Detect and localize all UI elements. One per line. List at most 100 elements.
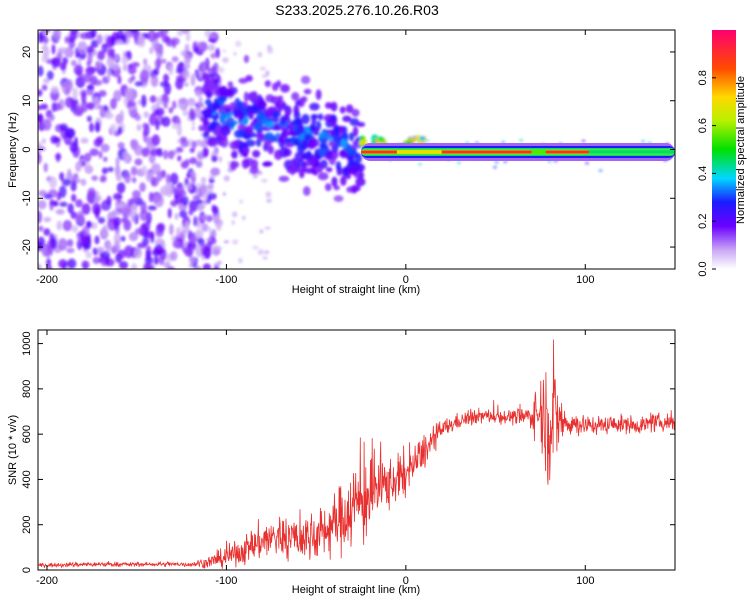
spectrogram-cell [140,94,147,108]
spectrogram-cell [351,108,360,117]
spectrogram-cell [215,221,222,231]
spectrogram-cell [56,192,61,201]
spectrogram-cell [131,62,140,68]
spectrogram-cell [289,166,296,176]
spectrogram-cell [184,158,190,166]
spectrogram-cell [130,139,136,148]
spectrogram-cell [95,61,103,70]
spectrogram-cell [259,229,264,234]
spectrogram-cell [598,169,603,173]
spectrogram-cell [43,193,53,200]
spectrogram-cell [194,46,199,54]
spectrogram-cell [519,138,524,142]
spectrogram-cell [584,161,589,165]
spectrogram-cell [188,255,196,264]
spectrogram-cell [56,220,63,231]
spectrogram-cell [113,232,121,246]
spectrogram-cell [201,60,207,74]
spectrogram-cell [168,64,174,76]
spectrogram-cell [503,160,508,164]
spectrogram-cell [200,176,207,184]
spectrogram-cell [316,164,323,173]
spectrogram-cell [214,47,221,59]
spectrogram-cell [113,89,122,102]
y-tick-label: 200 [21,516,33,534]
spectrogram-cell [214,213,220,220]
spectrogram-cell [346,106,352,114]
spectrogram-cell [38,113,44,125]
x-tick-label: 0 [403,575,409,587]
spectrogram-cell [171,56,179,63]
spectrogram-cell [62,220,73,232]
spectrogram-cell [105,35,115,48]
spectrogram-cell [350,168,359,175]
spectrogram-cell [128,103,138,117]
spectrogram-cell [119,109,125,123]
spectrogram-cell [324,150,333,161]
spectrogram-cell [118,261,129,269]
spectrogram-cell [51,57,62,68]
spectrogram-cell [494,160,499,164]
spectrogram-cell [262,256,268,260]
spectrogram-cell [182,69,190,80]
spectrogram-cell [109,123,117,133]
spectrogram-cell [202,263,212,269]
spectrogram-cell [87,220,93,229]
spectrogram-cell [70,59,77,67]
spectrogram-cell [257,249,264,256]
spectrogram-cell [196,41,202,46]
spectrogram-cell [219,86,227,97]
spectrogram-cell [38,210,43,224]
snr-series-line [38,339,675,569]
spectrogram-cell [150,149,161,157]
spectrogram-cell [223,240,229,244]
spectrogram-cell [207,192,217,200]
spectrogram-cell [243,54,250,64]
spectrogram-cell [87,187,97,200]
spectrogram-cell [302,153,310,160]
spectrogram-cell [90,39,99,49]
spectrogram-cell [222,191,226,197]
spectrogram-cell [191,127,196,131]
spectrogram-cell [94,196,100,204]
spectrogram-cell [59,201,68,207]
spectrogram-cell [341,166,350,177]
spectrogram-cell [195,90,201,97]
colorbar-tick-label: 0.6 [697,118,709,133]
spectrogram-cell [264,139,272,147]
spectrogram-cell [88,122,94,133]
spectrogram-cell [96,104,105,111]
spectrogram-cell [80,178,87,186]
spectrogram-cell [270,116,280,124]
spectrogram-cell [134,228,144,235]
spectrogram-cell [125,87,135,101]
spectrogram-cell [38,145,46,152]
spectrogram-cell [116,202,124,209]
spectrogram-cell [295,159,307,168]
spectrogram-cell [144,123,150,137]
spectrogram-cell [131,176,137,183]
spectrogram-cell [170,251,178,261]
spectrogram-cell [127,198,138,204]
spectrogram-cell [417,162,422,166]
spectrogram-cell [252,149,261,158]
spectrogram-cell [218,114,226,120]
spectrogram-cell [218,95,228,102]
spectrogram-cell [238,257,243,264]
spectrogram-cell [264,250,270,255]
spectrogram-cell [419,135,426,141]
spectrogram-cell [67,258,77,269]
x-tick-label: -200 [36,575,58,587]
spectrogram-cell [38,200,47,210]
spectrogram-cell [76,210,85,224]
spectrogram-cell [340,176,347,186]
spectrogram-cell [242,102,249,109]
spectrogram-cell [409,136,416,142]
spectrogram-cell [149,264,155,269]
spectrogram-cell [163,73,170,83]
spectrogram-cell [96,246,105,253]
spectrogram-cell [178,61,185,70]
spectrogram-cell [51,44,56,55]
spectrogram-cell [346,147,353,153]
spectrogram-cell [43,77,50,84]
